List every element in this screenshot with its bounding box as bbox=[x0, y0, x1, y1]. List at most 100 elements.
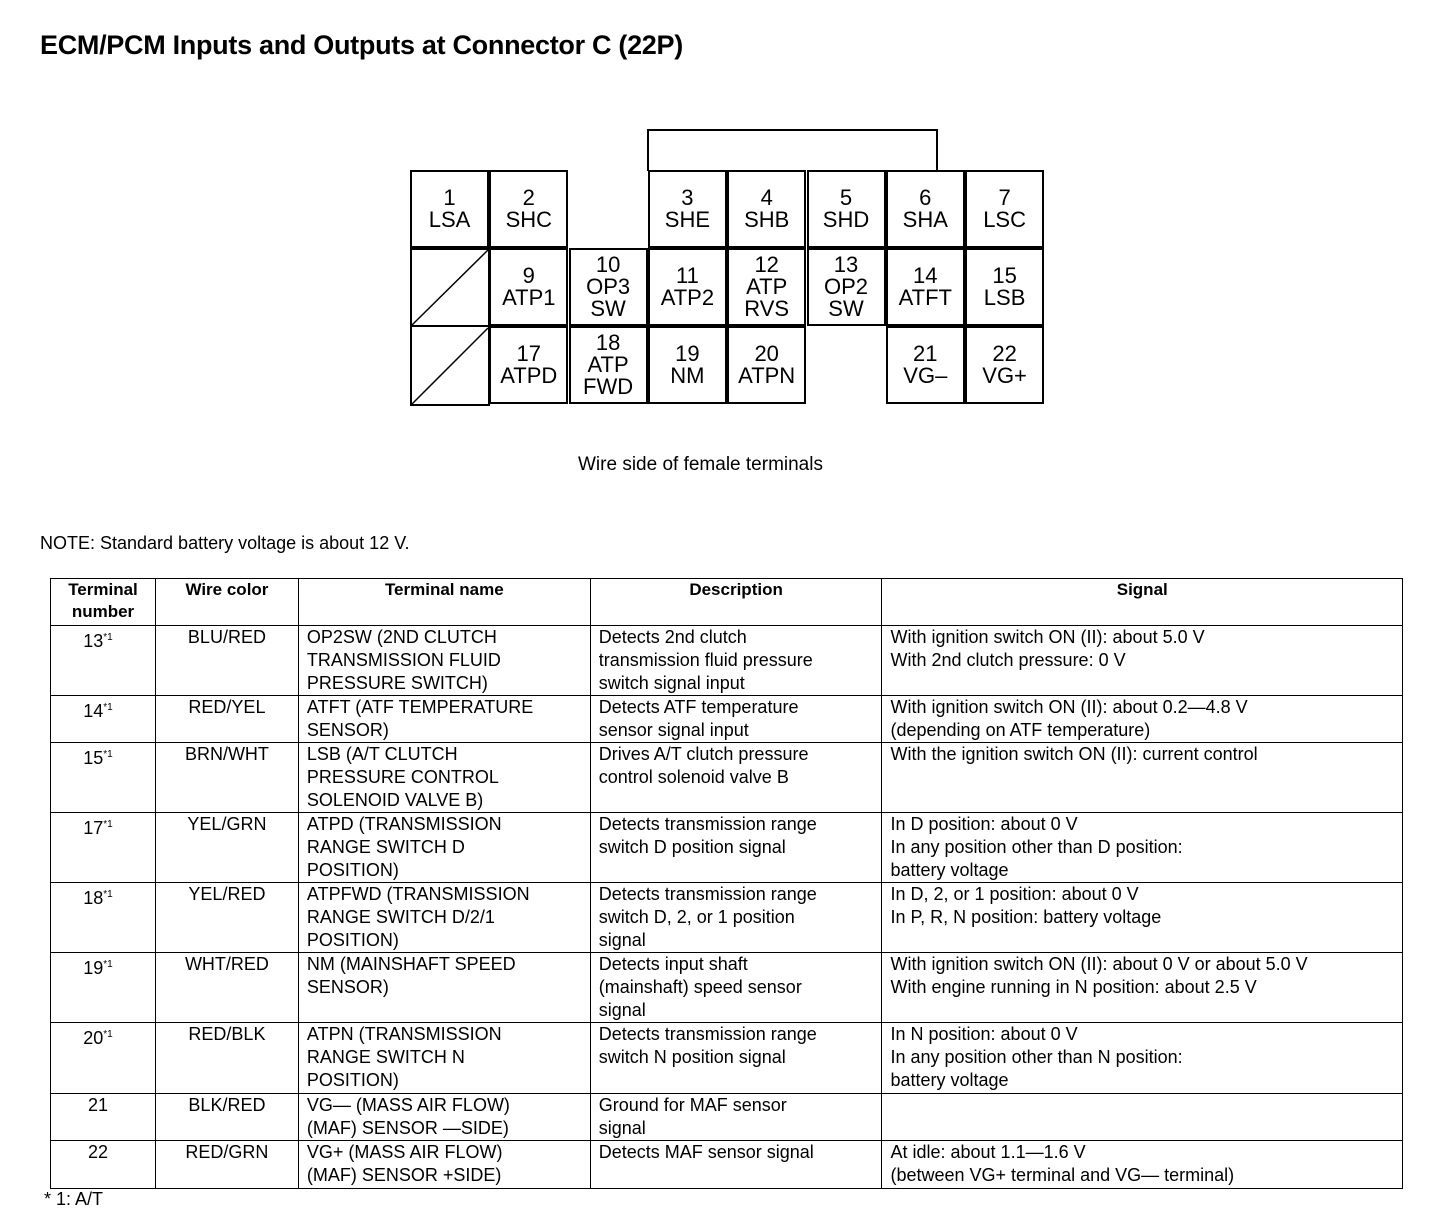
terminal-3: 3 SHE bbox=[647, 170, 727, 248]
wire-color-cell: YEL/GRN bbox=[154, 812, 299, 883]
terminal-table: Terminal number Wire color Terminal name De… bbox=[50, 578, 1403, 1189]
desc-cell: Detects MAF sensor signal bbox=[589, 1140, 883, 1189]
terminal-label: SHE bbox=[664, 207, 711, 232]
desc-cell: Detects 2nd clutch transmission fluid pre… bbox=[589, 625, 883, 696]
terminal-number: 11 bbox=[675, 263, 699, 288]
terminal-number: 2 bbox=[522, 185, 535, 210]
terminal-number: 17 bbox=[516, 341, 542, 366]
terminal-label: NM bbox=[670, 363, 705, 388]
terminal-number: 22 bbox=[992, 341, 1017, 366]
terminal-number: 9 bbox=[522, 263, 535, 288]
terminal-number: 5 bbox=[839, 185, 853, 210]
terminal-label: LSA bbox=[428, 207, 471, 232]
terminal-label: LSC bbox=[983, 207, 1026, 232]
wire-color-cell: WHT/RED bbox=[154, 952, 299, 1023]
column-header: Wire color bbox=[154, 578, 299, 626]
name-cell: LSB (A/T CLUTCH PRESSURE CONTROL SOLENOID … bbox=[297, 742, 591, 813]
wire-color-cell: YEL/RED bbox=[154, 882, 299, 953]
wire-color-cell: BLU/RED bbox=[154, 625, 299, 696]
column-header: Terminal number bbox=[50, 578, 156, 626]
table-row: 19*1 WHT/RED NM (MAINSHAFT SPEED SENSOR) Det… bbox=[50, 952, 1403, 1023]
terminal-label: ATP bbox=[587, 352, 629, 377]
terminal-label: ATPD bbox=[500, 363, 558, 388]
terminal-number-cell: 17*1 bbox=[50, 812, 156, 883]
terminal-number-cell: 19*1 bbox=[50, 952, 156, 1023]
terminal-number: 12 bbox=[754, 252, 779, 277]
terminal-number: 4 bbox=[760, 185, 773, 210]
terminal-label: VG– bbox=[903, 363, 948, 388]
page-title: ECM/PCM Inputs and Outputs at Connector … bbox=[40, 30, 683, 60]
signal-cell: With ignition switch ON (II): about 5.0 … bbox=[881, 625, 1403, 696]
name-cell: ATPD (TRANSMISSION RANGE SWITCH D POSITION… bbox=[297, 812, 591, 883]
terminal-number-cell: 21 bbox=[50, 1093, 156, 1141]
terminal-number-cell: 22 bbox=[50, 1140, 156, 1189]
terminal-number-cell: 13*1 bbox=[50, 625, 156, 696]
name-cell: ATFT (ATF TEMPERATURE SENSOR) bbox=[297, 695, 591, 743]
name-cell: VG— (MASS AIR FLOW) (MAF) SENSOR —SIDE) bbox=[297, 1093, 591, 1141]
terminal-number: 21 bbox=[913, 341, 938, 366]
terminal-number: 19 bbox=[675, 341, 700, 366]
terminal-21: 21 VG– bbox=[885, 326, 965, 404]
wire-color-cell: BLK/RED bbox=[154, 1093, 299, 1141]
name-cell: OP2SW (2ND CLUTCH TRANSMISSION FLUID PRESS… bbox=[297, 625, 591, 696]
terminal-label: ATFT bbox=[898, 285, 952, 310]
desc-cell: Detects transmission range switch D posit… bbox=[589, 812, 883, 883]
terminal-label: RVS bbox=[744, 296, 790, 321]
connector-lock-tab bbox=[647, 129, 938, 171]
name-cell: ATPFWD (TRANSMISSION RANGE SWITCH D/2/1 PO… bbox=[297, 882, 591, 953]
terminal-label: FWD bbox=[583, 374, 634, 399]
blank-terminal-slashes bbox=[410, 248, 490, 406]
signal-cell bbox=[881, 1093, 1403, 1141]
terminal-label: VG+ bbox=[982, 363, 1027, 388]
footnote: * 1: A/T bbox=[44, 1189, 104, 1209]
terminal-number: 10 bbox=[595, 252, 621, 277]
table-row: 22 RED/GRN VG+ (MASS AIR FLOW) (MAF) SENSOR… bbox=[50, 1140, 1403, 1189]
terminal-15: 15 LSB bbox=[965, 248, 1045, 326]
desc-cell: Detects transmission range switch D, 2, o… bbox=[589, 882, 883, 953]
terminal-number-cell: 14*1 bbox=[50, 695, 156, 743]
terminal-label: LSB bbox=[983, 285, 1026, 310]
name-cell: ATPN (TRANSMISSION RANGE SWITCH N POSITION… bbox=[297, 1022, 591, 1094]
table-row: 13*1 BLU/RED OP2SW (2ND CLUTCH TRANSMISSION… bbox=[50, 625, 1403, 696]
terminal-number-cell: 20*1 bbox=[50, 1022, 156, 1094]
terminal-number: 7 bbox=[998, 185, 1011, 210]
terminal-1: 1 LSA bbox=[410, 170, 489, 248]
desc-cell: Drives A/T clutch pressure control soleno… bbox=[589, 742, 883, 813]
terminal-14: 14 ATFT bbox=[885, 248, 965, 326]
terminal-label: SW bbox=[590, 296, 626, 321]
terminal-number: 18 bbox=[595, 330, 621, 355]
terminal-label: SW bbox=[828, 296, 864, 321]
desc-cell: Detects input shaft (mainshaft) speed sen… bbox=[589, 952, 883, 1023]
terminal-number: 15 bbox=[992, 263, 1017, 288]
name-cell: NM (MAINSHAFT SPEED SENSOR) bbox=[297, 952, 591, 1023]
terminal-17: 17 ATPD bbox=[489, 326, 569, 404]
terminal-5: 5 SHD bbox=[806, 170, 886, 248]
column-header: Terminal name bbox=[297, 578, 591, 626]
terminal-number: 13 bbox=[833, 252, 859, 277]
terminal-label: OP3 bbox=[586, 274, 631, 299]
signal-cell: In N position: about 0 V In any position … bbox=[881, 1022, 1403, 1094]
terminal-number: 1 bbox=[443, 185, 456, 210]
table-row: 14*1 RED/YEL ATFT (ATF TEMPERATURE SENSOR) D… bbox=[50, 695, 1403, 743]
terminal-label: SHB bbox=[744, 207, 790, 232]
terminal-number: 14 bbox=[913, 263, 938, 288]
terminal-label: ATP2 bbox=[660, 285, 715, 310]
terminal-number-cell: 18*1 bbox=[50, 882, 156, 953]
signal-cell: At idle: about 1.1—1.6 V (between VG+ ter… bbox=[881, 1140, 1403, 1189]
terminal-label: SHA bbox=[902, 207, 948, 232]
terminal-4: 4 SHB bbox=[727, 170, 807, 248]
terminal-6: 6 SHA bbox=[885, 170, 965, 248]
table-row: 15*1 BRN/WHT LSB (A/T CLUTCH PRESSURE CONTR… bbox=[50, 742, 1403, 813]
signal-cell: With the ignition switch ON (II): curren… bbox=[881, 742, 1403, 813]
terminal-20: 20 ATPN bbox=[727, 326, 807, 404]
wire-color-cell: RED/GRN bbox=[154, 1140, 299, 1189]
note: NOTE: Standard battery voltage is about … bbox=[40, 533, 410, 553]
terminal-19: 19 NM bbox=[647, 326, 727, 404]
name-cell: VG+ (MASS AIR FLOW) (MAF) SENSOR +SIDE) bbox=[297, 1140, 591, 1189]
terminal-13: 13 OP2 SW bbox=[806, 248, 886, 326]
signal-cell: With ignition switch ON (II): about 0.2—… bbox=[881, 695, 1403, 743]
terminal-18: 18 ATP FWD bbox=[568, 326, 648, 404]
terminal-22: 22 VG+ bbox=[965, 326, 1045, 404]
terminal-label: ATPN bbox=[738, 363, 796, 388]
terminal-label: SHC bbox=[505, 207, 553, 232]
